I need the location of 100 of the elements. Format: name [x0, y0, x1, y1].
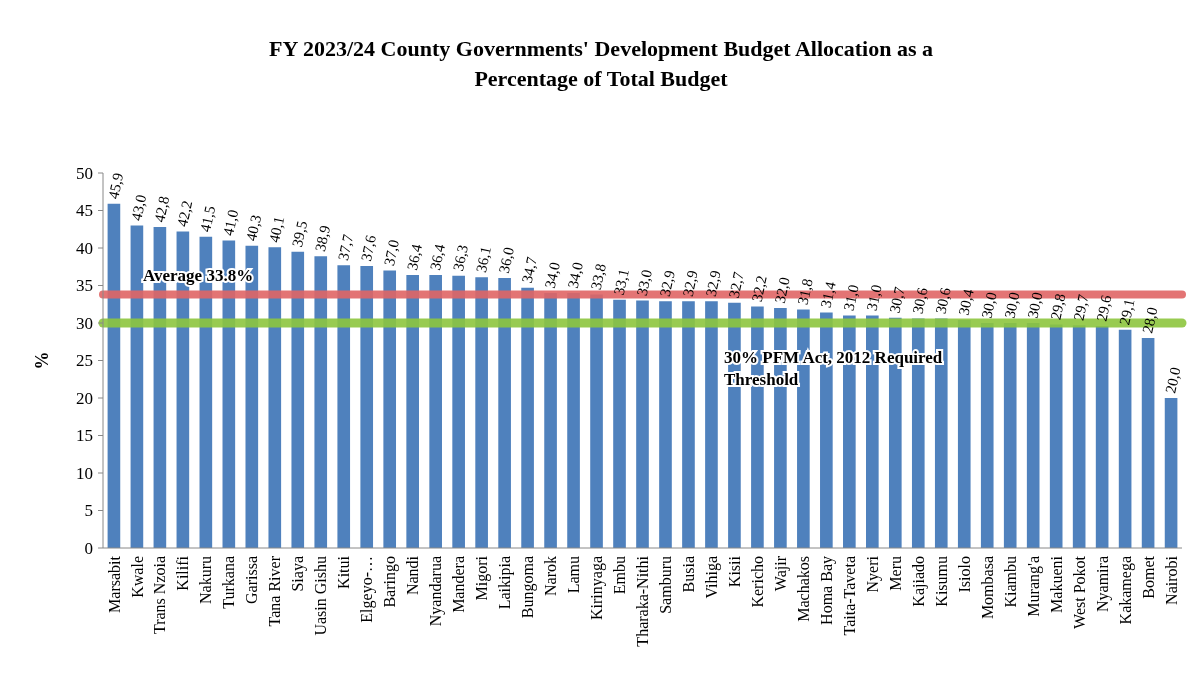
data-label: 20,0: [1162, 365, 1184, 395]
x-tick-label: Kilifi: [174, 555, 192, 591]
y-tick-label: 30: [76, 313, 93, 333]
bar: [659, 301, 672, 548]
bar: [291, 251, 305, 548]
x-tick-label: Meru: [886, 556, 904, 591]
x-tick-label: Kajiado: [909, 556, 928, 607]
data-label: 39,5: [289, 219, 311, 249]
data-label: 30,7: [886, 284, 908, 315]
bar: [429, 275, 442, 548]
data-label: 36,4: [426, 242, 449, 272]
data-label: 30,6: [909, 285, 931, 316]
y-tick-label: 15: [76, 426, 93, 446]
x-tick-label: Nakuru: [197, 556, 215, 604]
bar: [475, 277, 488, 548]
bar: [383, 270, 397, 548]
x-tick-label: Busia: [680, 556, 698, 593]
y-tick-label: 0: [84, 538, 93, 558]
x-tick-label: Laikipia: [496, 556, 515, 610]
x-tick-label: Wajir: [771, 555, 790, 592]
x-tick-label: Kirinyaga: [588, 556, 607, 620]
y-tick-label: 40: [76, 238, 93, 258]
y-tick-label: 20: [76, 388, 93, 408]
bar: [314, 256, 328, 548]
y-tick-label: 50: [76, 163, 93, 183]
x-tick-label: Kisii: [726, 555, 744, 588]
bar: [613, 299, 626, 548]
x-tick-label: Kericho: [749, 556, 767, 608]
bar: [337, 265, 351, 548]
x-tick-label: Machakos: [794, 556, 812, 622]
data-label: 30,0: [1001, 290, 1023, 320]
data-label: 31,4: [817, 279, 839, 310]
data-label: 31,0: [840, 283, 862, 313]
x-tick-label: Bungoma: [519, 556, 538, 619]
bar: [406, 275, 419, 548]
data-label: 33,8: [587, 262, 609, 292]
data-label: 42,8: [151, 194, 173, 224]
x-tick-label: Mombasa: [978, 556, 996, 620]
bar: [1118, 329, 1132, 548]
data-label: 29,6: [1093, 293, 1115, 323]
x-tick-label: Baringo: [381, 556, 400, 608]
data-label: 36,1: [472, 244, 495, 274]
data-label: 42,2: [174, 199, 196, 229]
bar: [705, 301, 718, 548]
data-label: 32,7: [725, 269, 747, 300]
y-tick-label: 10: [76, 463, 93, 483]
x-tick-label: Trans Nzoia: [151, 556, 169, 635]
data-label: 30,6: [932, 285, 954, 316]
bar: [1164, 398, 1178, 548]
x-tick-label: Nyeri: [863, 555, 882, 593]
x-tick-label: Samburu: [657, 556, 675, 614]
x-tick-label: Homa Bay: [817, 556, 836, 625]
x-tick-label: Taita-Taveta: [840, 556, 858, 636]
bar: [1095, 326, 1109, 548]
bar: [360, 266, 374, 548]
x-tick-label: Elgeyo-…: [358, 556, 377, 623]
x-tick-label: Kitui: [335, 555, 353, 589]
data-label: 40,1: [266, 214, 288, 244]
x-tick-label: Bomet: [1139, 555, 1157, 599]
bar: [682, 301, 695, 548]
data-label: 28,0: [1139, 305, 1161, 335]
x-tick-label: Vihiga: [703, 556, 722, 599]
x-tick-label: Siaya: [289, 556, 308, 592]
data-label: 31,0: [863, 283, 885, 313]
bar: [521, 287, 534, 548]
data-label: 30,0: [1024, 290, 1046, 320]
data-label: 45,9: [105, 171, 127, 201]
data-label: 29,1: [1116, 297, 1138, 327]
data-label: 32,2: [748, 274, 770, 304]
data-label: 30,0: [978, 290, 1000, 320]
x-tick-label: Kwale: [128, 556, 146, 598]
bar: [268, 247, 282, 548]
data-label: 36,4: [403, 242, 426, 272]
x-tick-label: Nairobi: [1162, 555, 1180, 605]
data-label: 32,9: [656, 268, 678, 298]
y-tick-label: 25: [76, 351, 93, 371]
x-tick-label: Migori: [473, 555, 492, 601]
x-tick-label: Tharaka-Nithi: [634, 555, 652, 647]
bar: [498, 278, 511, 548]
x-tick-label: Narok: [542, 556, 560, 596]
data-label: 32,9: [702, 268, 724, 298]
data-label: 29,7: [1070, 292, 1092, 322]
data-label: 40,3: [243, 213, 265, 243]
data-label: 34,7: [518, 254, 541, 285]
data-label: 33,1: [610, 267, 632, 297]
bar: [636, 300, 649, 548]
y-axis-title: %: [32, 351, 52, 370]
x-tick-label: Nyamira: [1093, 556, 1112, 612]
data-label: 36,3: [449, 243, 472, 273]
y-tick-label: 5: [84, 501, 93, 521]
data-label: 32,9: [679, 268, 701, 298]
x-tick-label: Marsabit: [105, 555, 123, 613]
x-tick-label: Embu: [611, 556, 629, 595]
data-label: 37,6: [358, 233, 380, 263]
x-tick-label: Isiolo: [955, 556, 973, 593]
data-label: 30,4: [955, 287, 977, 317]
data-label: 43,0: [128, 193, 150, 223]
x-tick-label: Kiambu: [1001, 556, 1019, 608]
y-tick-label: 35: [76, 276, 93, 296]
data-label: 34,0: [541, 260, 563, 290]
